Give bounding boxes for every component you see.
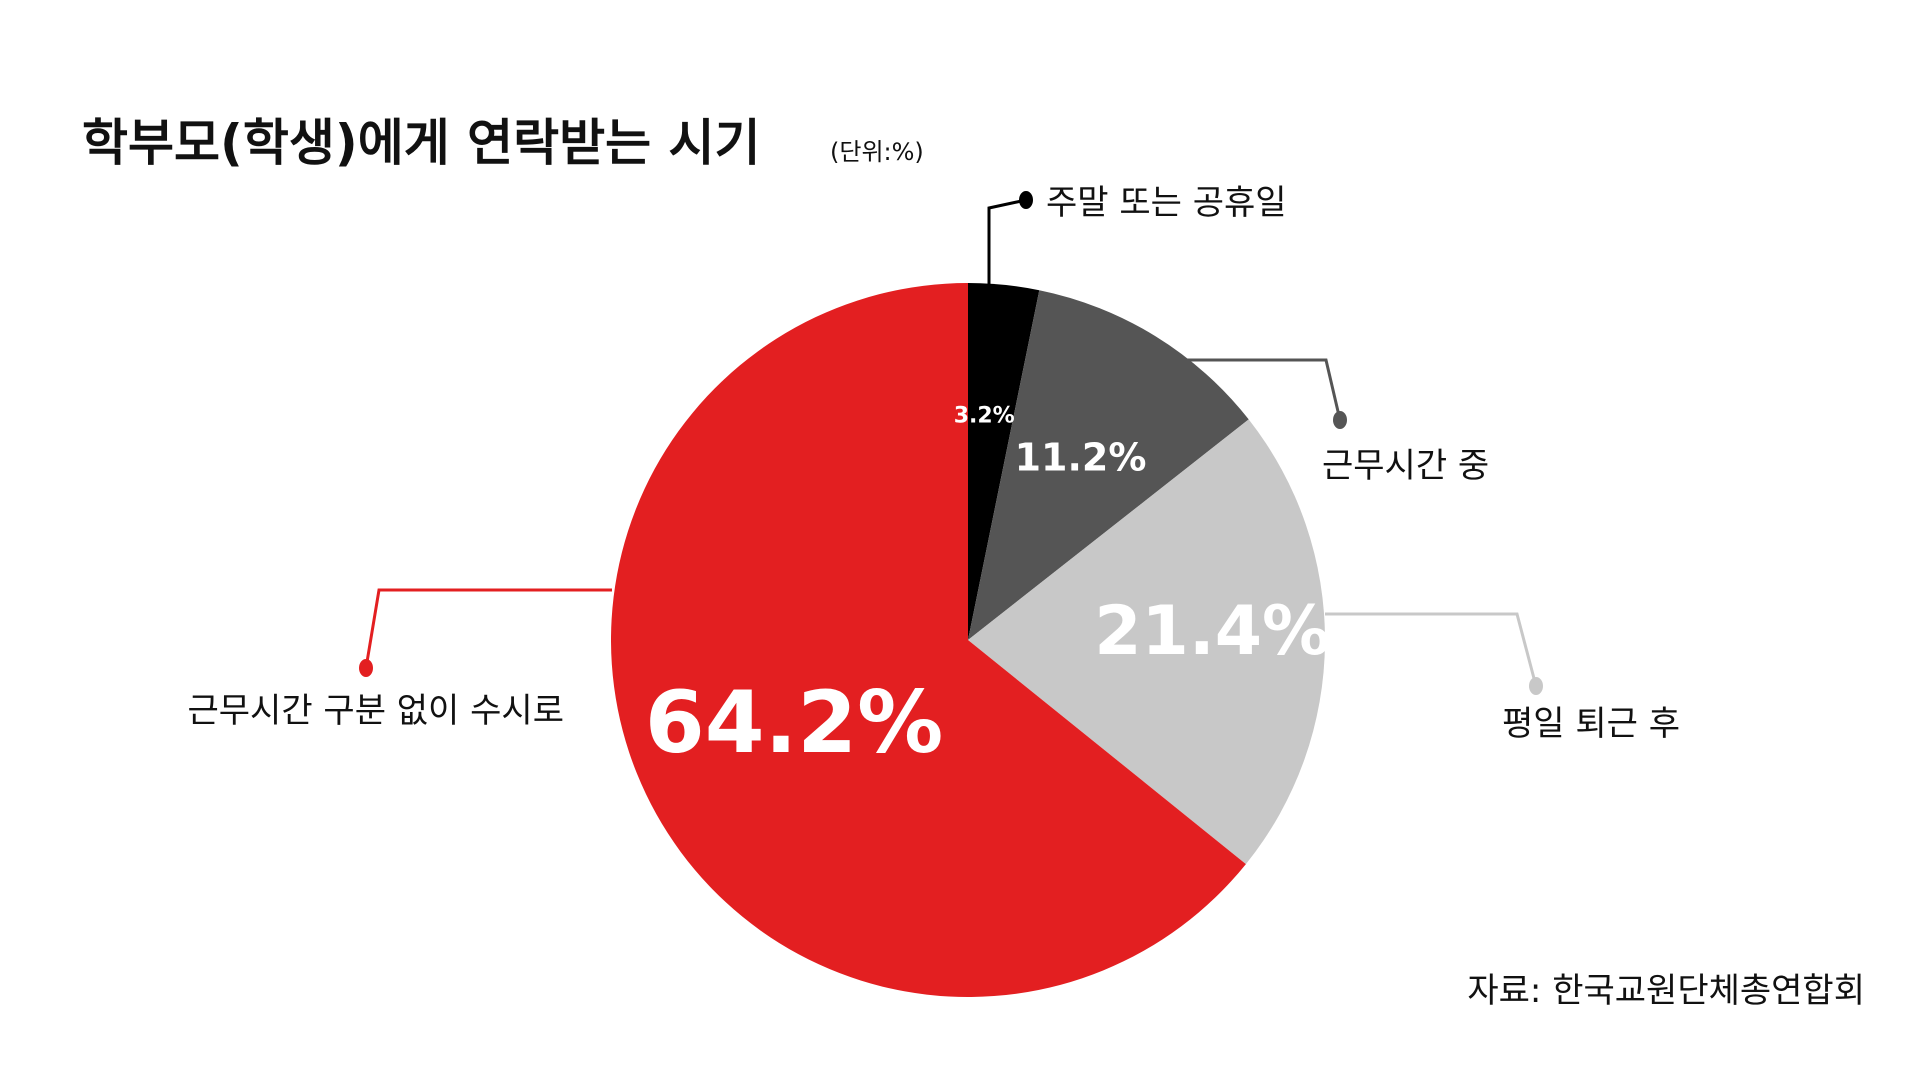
slice-category-label: 평일 퇴근 후 [1502, 704, 1680, 744]
pie-slices [611, 283, 1326, 997]
pie-slice [611, 283, 1246, 997]
slice-percent-label: 11.2% [1015, 436, 1147, 480]
slice-category-label: 근무시간 중 [1322, 446, 1489, 486]
slice-labels: 3.2% 주말 또는 공휴일 11.2% 근무시간 중 21.4% 평일 퇴근 후 64.2… [187, 183, 1680, 773]
leader-dot [1333, 411, 1347, 429]
slice-percent-label: 64.2% [645, 673, 943, 773]
slice-percent-label: 3.2% [954, 403, 1015, 428]
leader-dot [359, 659, 373, 677]
leader-line [364, 588, 612, 669]
chart-title: 학부모(학생)에게 연락받는 시기 [82, 114, 761, 172]
pie-slice [968, 419, 1326, 865]
leader-dot [1529, 677, 1543, 695]
slice-percent-label: 21.4% [1094, 592, 1330, 671]
pie-slice [968, 283, 1040, 640]
leader-line [987, 198, 1027, 285]
pie-slice [968, 290, 1249, 640]
leader-line [1325, 612, 1538, 687]
leader-line [1185, 358, 1342, 421]
chart-unit: (단위:%) [830, 138, 924, 166]
leader-lines [359, 191, 1543, 695]
source-note: 자료: 한국교원단체총연합회 [1467, 971, 1865, 1011]
slice-category-label: 근무시간 구분 없이 수시로 [187, 691, 564, 731]
leader-dot [1019, 191, 1033, 209]
slice-category-label: 주말 또는 공휴일 [1046, 183, 1287, 223]
